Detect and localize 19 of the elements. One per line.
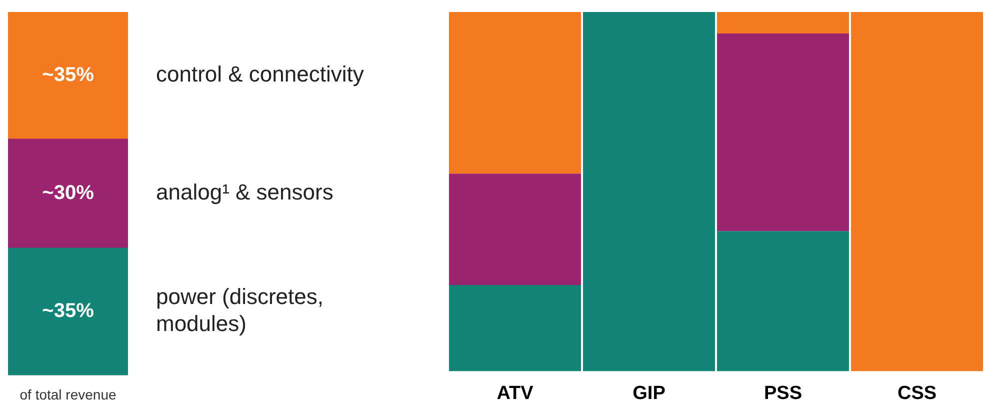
bar [717,231,849,372]
series-label: power (discretes, modules) [156,284,324,336]
x-tick-label: GIP [632,382,666,404]
data-label: ~35% [42,64,94,86]
x-tick-label: ATV [496,382,534,404]
series-label: analog¹ & sensors [156,180,334,205]
data-label: ~35% [42,300,94,322]
x-tick-label: PSS [764,382,802,404]
data-label: ~30% [42,182,94,204]
series-label: control & connectivity [156,62,364,87]
bar [449,174,581,285]
x-tick-label: CSS [897,382,937,404]
bar [583,12,715,372]
bar [449,284,581,372]
bar [717,34,849,232]
bar [449,12,581,174]
bar [717,12,849,34]
bar [851,12,983,372]
x-axis-title: of total revenue [20,386,116,402]
